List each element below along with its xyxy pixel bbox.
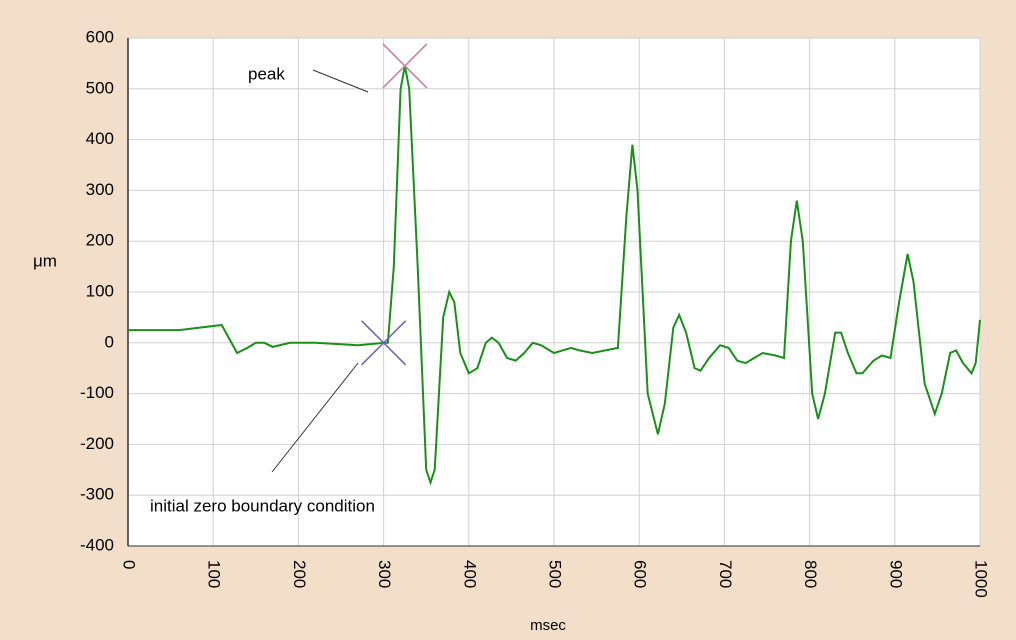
annotation-marker [361,320,407,366]
annotation-text: peak [248,64,285,83]
x-axis-label: msec [530,617,566,634]
annotation-leader [271,362,359,473]
y-tick-label: 500 [86,78,114,97]
annotation-marker [382,43,428,89]
y-tick-label: 0 [105,332,114,351]
data-line [128,65,981,486]
y-tick-label: 600 [86,27,114,46]
y-axis-label: μm [33,251,57,270]
y-tick-label: 300 [86,180,114,199]
y-tick-label: -200 [80,434,114,453]
y-tick-label: 400 [86,129,114,148]
x-tick-label: 800 [801,560,820,588]
x-tick-label: 100 [205,560,224,588]
x-tick-label: 700 [716,560,735,588]
x-tick-label: 300 [375,560,394,588]
x-tick-label: 400 [460,560,479,588]
x-tick-label: 200 [290,560,309,588]
y-tick-label: -300 [80,485,114,504]
y-tick-label: 200 [86,231,114,250]
x-tick-label: 1000 [972,560,991,598]
x-tick-label: 500 [546,560,565,588]
x-tick-label: 0 [120,560,139,569]
annotation-text: initial zero boundary condition [150,496,375,515]
x-tick-label: 600 [631,560,650,588]
y-tick-label: -100 [80,383,114,402]
y-tick-label: -400 [80,535,114,554]
x-tick-label: 900 [886,560,905,588]
y-tick-label: 100 [86,281,114,300]
annotation-leader [312,69,369,93]
